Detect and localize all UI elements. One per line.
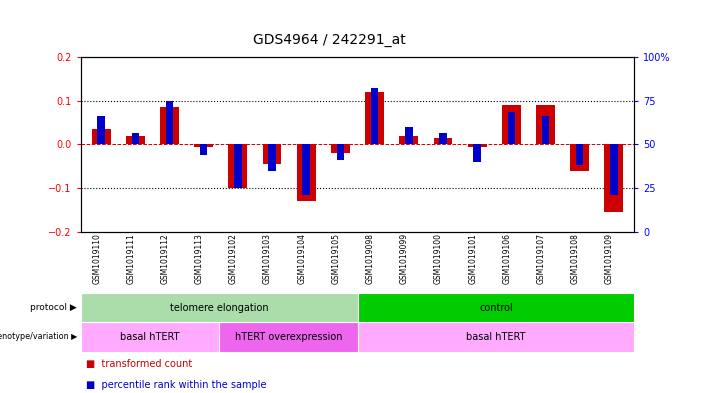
- Bar: [571, 144, 589, 171]
- Bar: [132, 134, 139, 144]
- Bar: [263, 144, 281, 164]
- Bar: [371, 88, 379, 144]
- Text: genotype/variation ▶: genotype/variation ▶: [0, 332, 77, 342]
- Bar: [468, 144, 486, 147]
- Text: basal hTERT: basal hTERT: [120, 332, 179, 342]
- Text: GSM1019101: GSM1019101: [468, 233, 477, 284]
- Text: GDS4964 / 242291_at: GDS4964 / 242291_at: [253, 33, 406, 47]
- Bar: [92, 129, 111, 144]
- Bar: [336, 144, 344, 160]
- Text: GSM1019112: GSM1019112: [161, 233, 170, 284]
- Bar: [331, 144, 350, 153]
- Text: GSM1019113: GSM1019113: [195, 233, 204, 284]
- Bar: [97, 116, 105, 144]
- Bar: [165, 101, 173, 144]
- Bar: [610, 144, 618, 195]
- Bar: [400, 136, 418, 144]
- Text: GSM1019107: GSM1019107: [536, 233, 545, 284]
- Bar: [160, 107, 179, 144]
- Text: GSM1019102: GSM1019102: [229, 233, 238, 284]
- Text: basal hTERT: basal hTERT: [466, 332, 526, 342]
- Bar: [200, 144, 207, 155]
- Bar: [229, 144, 247, 188]
- Text: GSM1019104: GSM1019104: [297, 233, 306, 284]
- Text: hTERT overexpression: hTERT overexpression: [235, 332, 342, 342]
- Bar: [219, 322, 358, 352]
- Text: ■  transformed count: ■ transformed count: [86, 359, 192, 369]
- Bar: [604, 144, 623, 212]
- Bar: [126, 136, 144, 144]
- Bar: [434, 138, 452, 144]
- Bar: [576, 144, 583, 165]
- Text: GSM1019100: GSM1019100: [434, 233, 443, 284]
- Bar: [81, 293, 358, 322]
- Text: GSM1019106: GSM1019106: [503, 233, 511, 284]
- Text: GSM1019105: GSM1019105: [332, 233, 341, 284]
- Bar: [508, 112, 515, 144]
- Text: GSM1019108: GSM1019108: [571, 233, 580, 284]
- Text: GSM1019109: GSM1019109: [605, 233, 614, 284]
- Text: telomere elongation: telomere elongation: [170, 303, 268, 312]
- Bar: [440, 134, 447, 144]
- Bar: [502, 105, 521, 144]
- Text: protocol ▶: protocol ▶: [30, 303, 77, 312]
- Bar: [542, 116, 550, 144]
- Text: GSM1019103: GSM1019103: [263, 233, 272, 284]
- Bar: [358, 293, 634, 322]
- Text: GSM1019099: GSM1019099: [400, 233, 409, 284]
- Bar: [365, 92, 384, 144]
- Bar: [268, 144, 275, 171]
- Bar: [473, 144, 481, 162]
- Bar: [194, 144, 213, 147]
- Text: GSM1019110: GSM1019110: [92, 233, 101, 284]
- Text: GSM1019111: GSM1019111: [126, 233, 135, 284]
- Bar: [234, 144, 242, 188]
- Bar: [297, 144, 315, 201]
- Bar: [81, 322, 219, 352]
- Bar: [302, 144, 310, 195]
- Text: GSM1019098: GSM1019098: [366, 233, 374, 284]
- Bar: [405, 127, 413, 144]
- Bar: [358, 322, 634, 352]
- Bar: [536, 105, 555, 144]
- Text: control: control: [479, 303, 513, 312]
- Text: ■  percentile rank within the sample: ■ percentile rank within the sample: [86, 380, 266, 390]
